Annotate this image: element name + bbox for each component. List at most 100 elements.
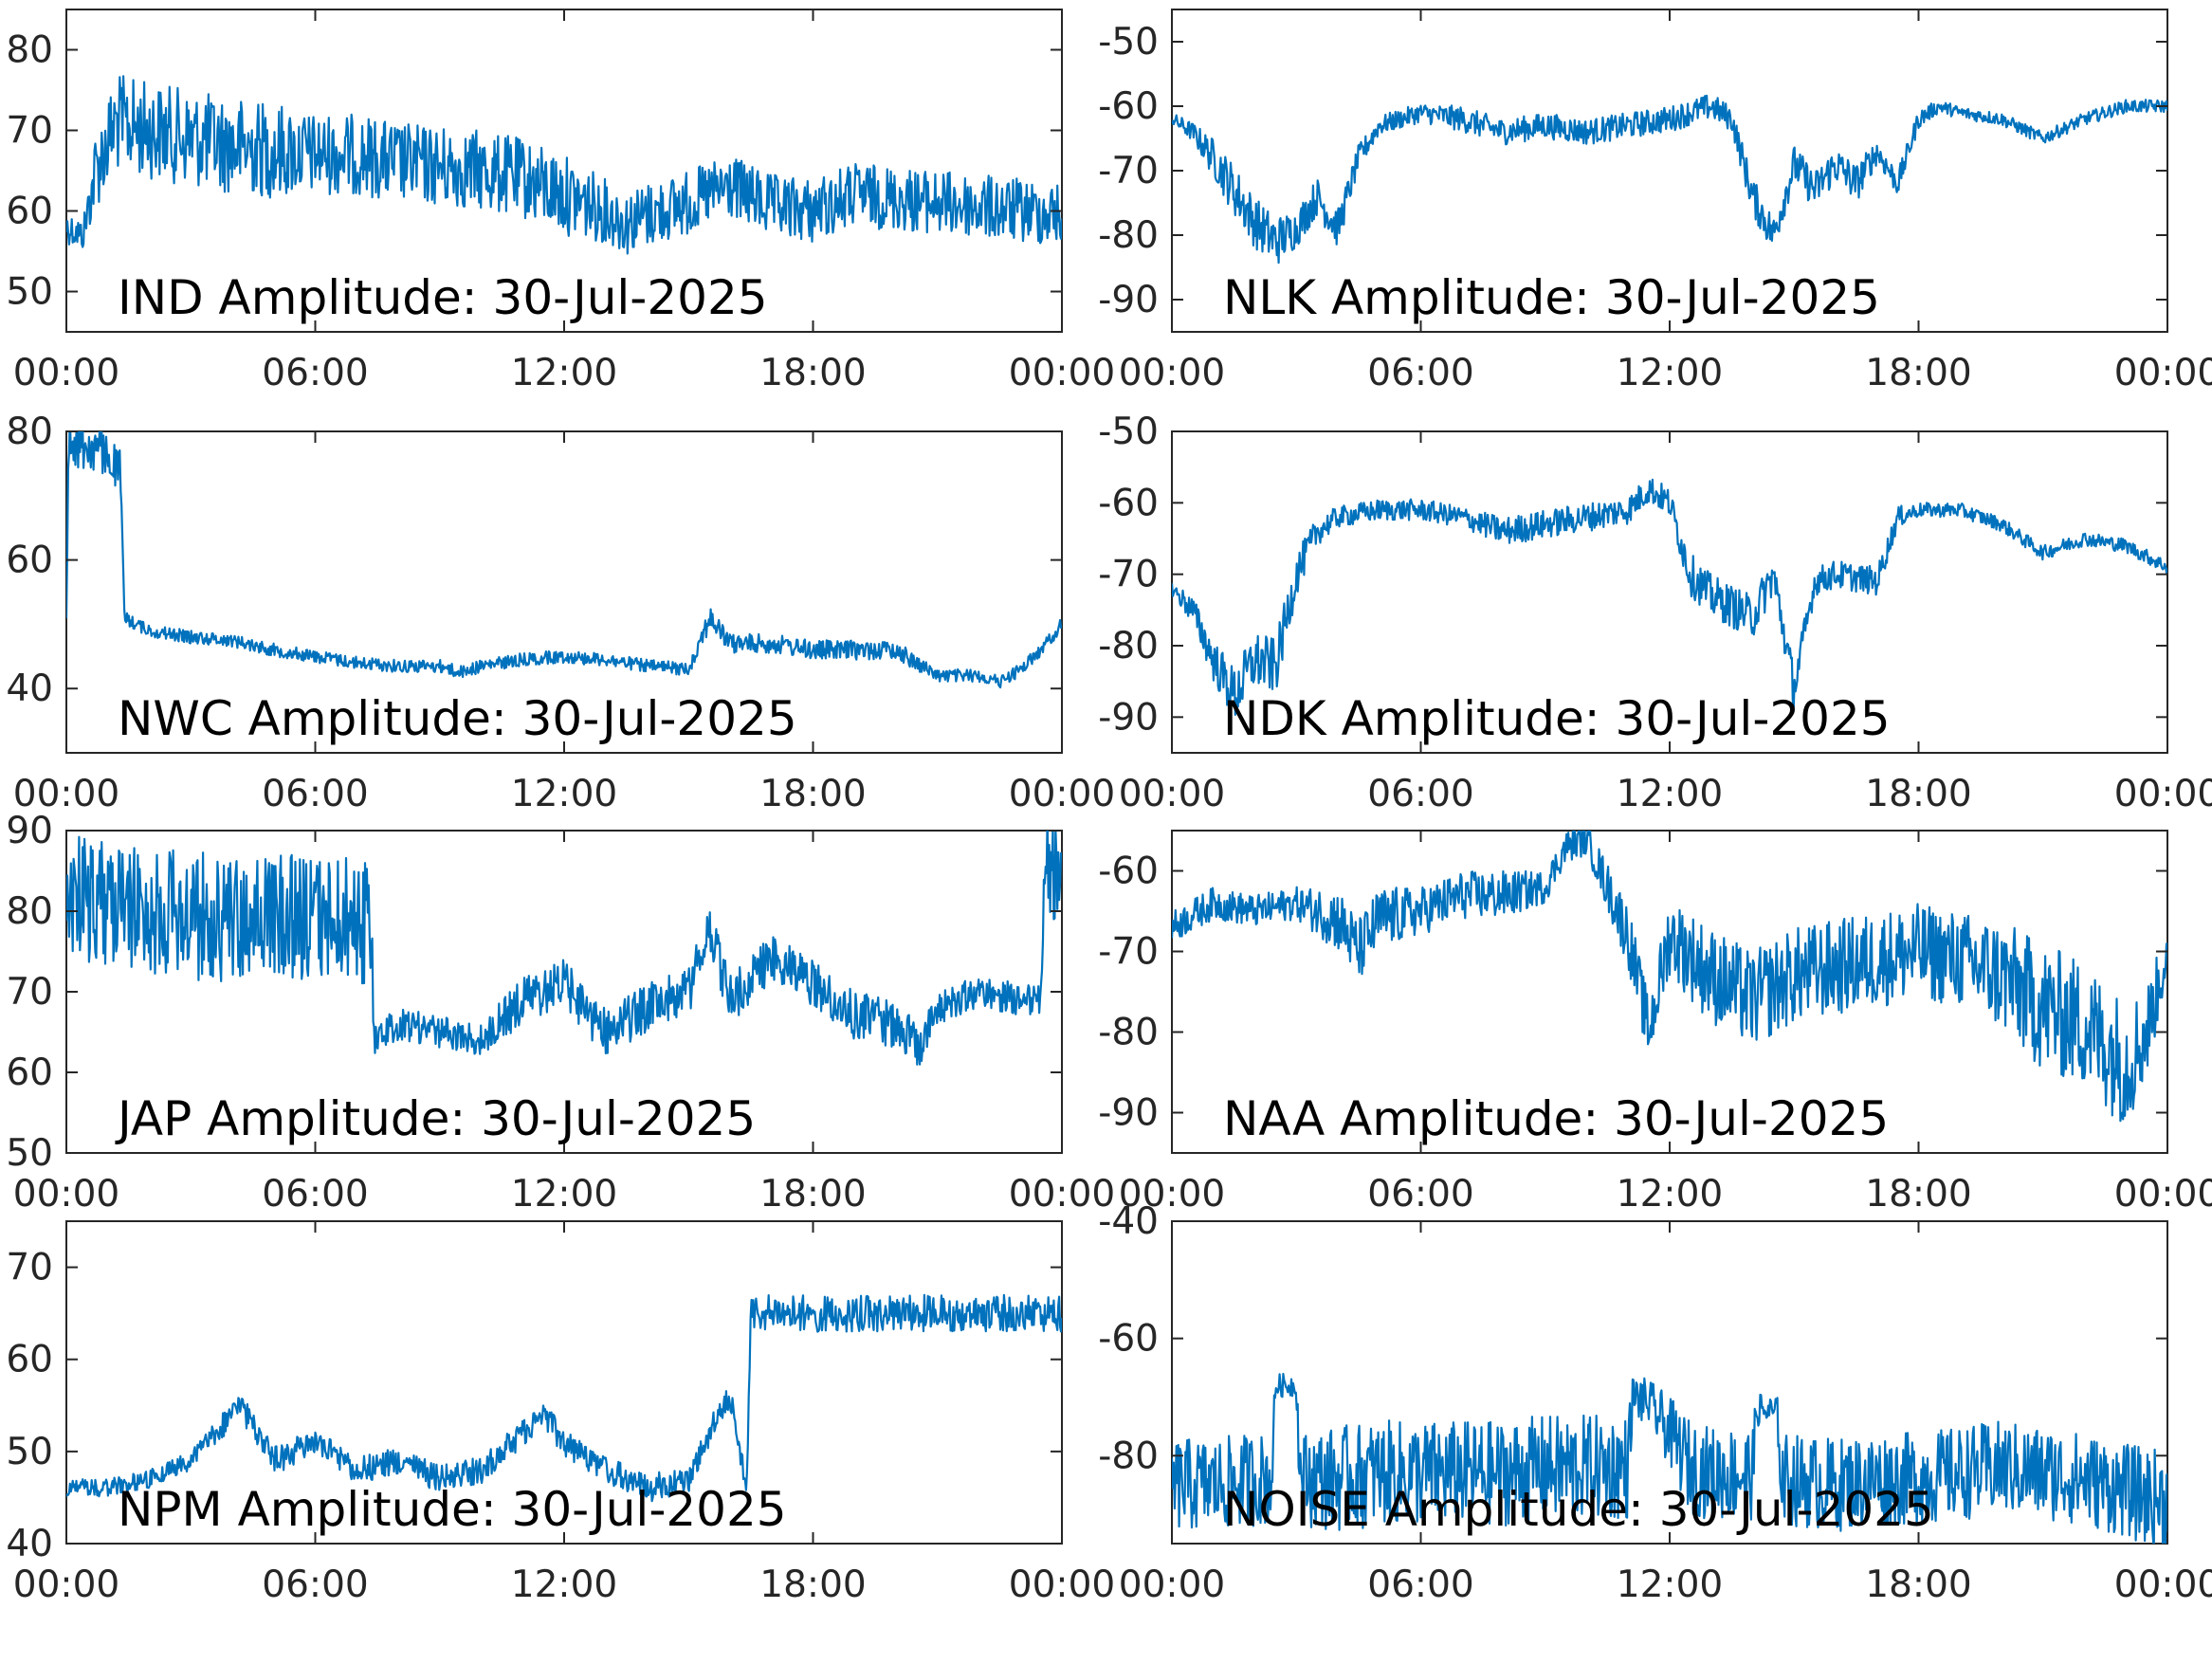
x-tick-label: 06:00 [262, 1563, 368, 1606]
y-tick-label: 80 [6, 29, 53, 72]
panel-npm: 40 50 60 70 00:00 06:00 12:00 18:00 00:00 NPM Amp… [6, 1220, 1115, 1606]
series-line [66, 75, 1062, 255]
panel-title: NOISE Amplitude: 30-Jul-2025 [1223, 1482, 1934, 1537]
y-tick-label: -60 [1098, 1318, 1159, 1361]
panel-title: NAA Amplitude: 30-Jul-2025 [1223, 1091, 1889, 1146]
panel-noise: -40 -60 -80 00:00 06:00 12:00 18:00 00:00 NOISE … [1098, 1200, 2212, 1606]
x-tick-label: 00:00 [1009, 773, 1115, 815]
y-tick-label: -90 [1098, 696, 1159, 739]
y-tick-label: 50 [6, 271, 53, 314]
x-tick-label: 00:00 [1119, 773, 1225, 815]
y-tick-label: 40 [6, 1523, 53, 1565]
x-tick-label: 18:00 [759, 1173, 866, 1216]
x-tick-label: 00:00 [1009, 1173, 1115, 1216]
x-tick-label: 00:00 [2114, 1173, 2212, 1216]
x-tick-label: 18:00 [759, 352, 866, 394]
x-tick-label: 18:00 [1865, 352, 1971, 394]
panel-ind: 50 60 70 80 00:00 06:00 12:00 18:00 00:00 IND Amp… [6, 9, 1115, 394]
y-tick-label: 80 [6, 890, 53, 933]
x-tick-label: 00:00 [13, 352, 119, 394]
x-tick-label: 18:00 [1865, 773, 1971, 815]
plot-area [65, 830, 1063, 1154]
x-tick-label: 06:00 [262, 773, 368, 815]
y-tick-label: 70 [6, 1247, 53, 1289]
x-tick-label: 06:00 [1367, 773, 1473, 815]
plot-area [1171, 430, 2168, 754]
y-tick-label: -60 [1098, 850, 1159, 893]
series-line [1172, 478, 2167, 716]
x-tick-label: 18:00 [759, 773, 866, 815]
x-tick-label: 00:00 [2114, 1563, 2212, 1606]
x-tick-label: 00:00 [1009, 1563, 1115, 1606]
series-line [66, 431, 1062, 689]
x-tick-label: 00:00 [13, 773, 119, 815]
y-tick-label: 80 [6, 411, 53, 453]
plot-area [1171, 9, 2168, 333]
y-tick-label: 70 [6, 110, 53, 153]
x-tick-label: 12:00 [511, 1173, 617, 1216]
y-tick-label: 90 [6, 810, 53, 852]
x-tick-label: 18:00 [759, 1563, 866, 1606]
x-tick-label: 06:00 [262, 352, 368, 394]
x-tick-label: 00:00 [2114, 773, 2212, 815]
x-tick-label: 06:00 [1367, 1563, 1473, 1606]
y-tick-label: -70 [1098, 554, 1159, 596]
panel-title: NPM Amplitude: 30-Jul-2025 [118, 1482, 787, 1537]
x-tick-label: 00:00 [2114, 352, 2212, 394]
x-tick-label: 18:00 [1865, 1563, 1971, 1606]
x-tick-label: 06:00 [262, 1173, 368, 1216]
y-tick-label: 40 [6, 667, 53, 710]
y-tick-label: 50 [6, 1431, 53, 1473]
y-tick-label: -80 [1098, 1012, 1159, 1054]
y-tick-label: -50 [1098, 411, 1159, 453]
y-tick-label: -90 [1098, 1092, 1159, 1135]
x-tick-label: 12:00 [1617, 1563, 1723, 1606]
plot-area [65, 430, 1063, 754]
series-line [66, 831, 1062, 1066]
panel-title: JAP Amplitude: 30-Jul-2025 [115, 1091, 756, 1146]
y-tick-label: -40 [1098, 1200, 1159, 1243]
y-tick-label: 60 [6, 191, 53, 233]
series-line [66, 1293, 1062, 1503]
y-tick-label: 60 [6, 539, 53, 582]
x-tick-label: 12:00 [511, 352, 617, 394]
x-tick-label: 00:00 [1119, 1563, 1225, 1606]
y-tick-label: -60 [1098, 85, 1159, 128]
x-tick-label: 12:00 [1617, 352, 1723, 394]
x-tick-label: 00:00 [13, 1173, 119, 1216]
plot-area [65, 1220, 1063, 1545]
panel-nwc: 40 60 80 00:00 06:00 12:00 18:00 00:00 NWC Ampli… [6, 411, 1115, 815]
series-line [1172, 831, 2167, 1123]
series-line [1172, 94, 2167, 265]
panel-title: IND Amplitude: 30-Jul-2025 [118, 270, 768, 325]
x-tick-label: 06:00 [1367, 352, 1473, 394]
x-tick-label: 00:00 [13, 1563, 119, 1606]
y-tick-label: 60 [6, 1051, 53, 1094]
y-tick-label: -60 [1098, 482, 1159, 524]
y-tick-label: -80 [1098, 625, 1159, 667]
y-tick-label: 70 [6, 971, 53, 1014]
panel-naa: -60 -70 -80 -90 00:00 06:00 12:00 18:00 00:00 NAA… [1098, 830, 2212, 1216]
x-tick-label: 00:00 [1119, 1173, 1225, 1216]
y-tick-label: 50 [6, 1132, 53, 1175]
x-tick-label: 00:00 [1119, 352, 1225, 394]
panel-nlk: -50 -60 -70 -80 -90 00:00 06:00 12:00 18:00 00:00… [1098, 9, 2212, 394]
y-tick-label: -50 [1098, 21, 1159, 64]
panel-title: NWC Amplitude: 30-Jul-2025 [118, 691, 797, 746]
panel-title: NDK Amplitude: 30-Jul-2025 [1223, 691, 1891, 746]
y-tick-label: -90 [1098, 279, 1159, 321]
y-tick-label: -80 [1098, 214, 1159, 257]
x-tick-label: 12:00 [511, 773, 617, 815]
x-tick-label: 18:00 [1865, 1173, 1971, 1216]
panel-ndk: -50 -60 -70 -80 -90 00:00 06:00 12:00 18:00 00:00… [1098, 411, 2212, 815]
panel-jap: 50 60 70 80 90 00:00 06:00 12:00 18:00 00:00 JAP A… [6, 810, 1115, 1216]
x-tick-label: 12:00 [1617, 1173, 1723, 1216]
series-line [1172, 1372, 2167, 1544]
x-tick-label: 06:00 [1367, 1173, 1473, 1216]
y-tick-label: -70 [1098, 150, 1159, 192]
y-tick-label: -70 [1098, 931, 1159, 974]
y-tick-label: -80 [1098, 1435, 1159, 1477]
panel-title: NLK Amplitude: 30-Jul-2025 [1223, 270, 1880, 325]
